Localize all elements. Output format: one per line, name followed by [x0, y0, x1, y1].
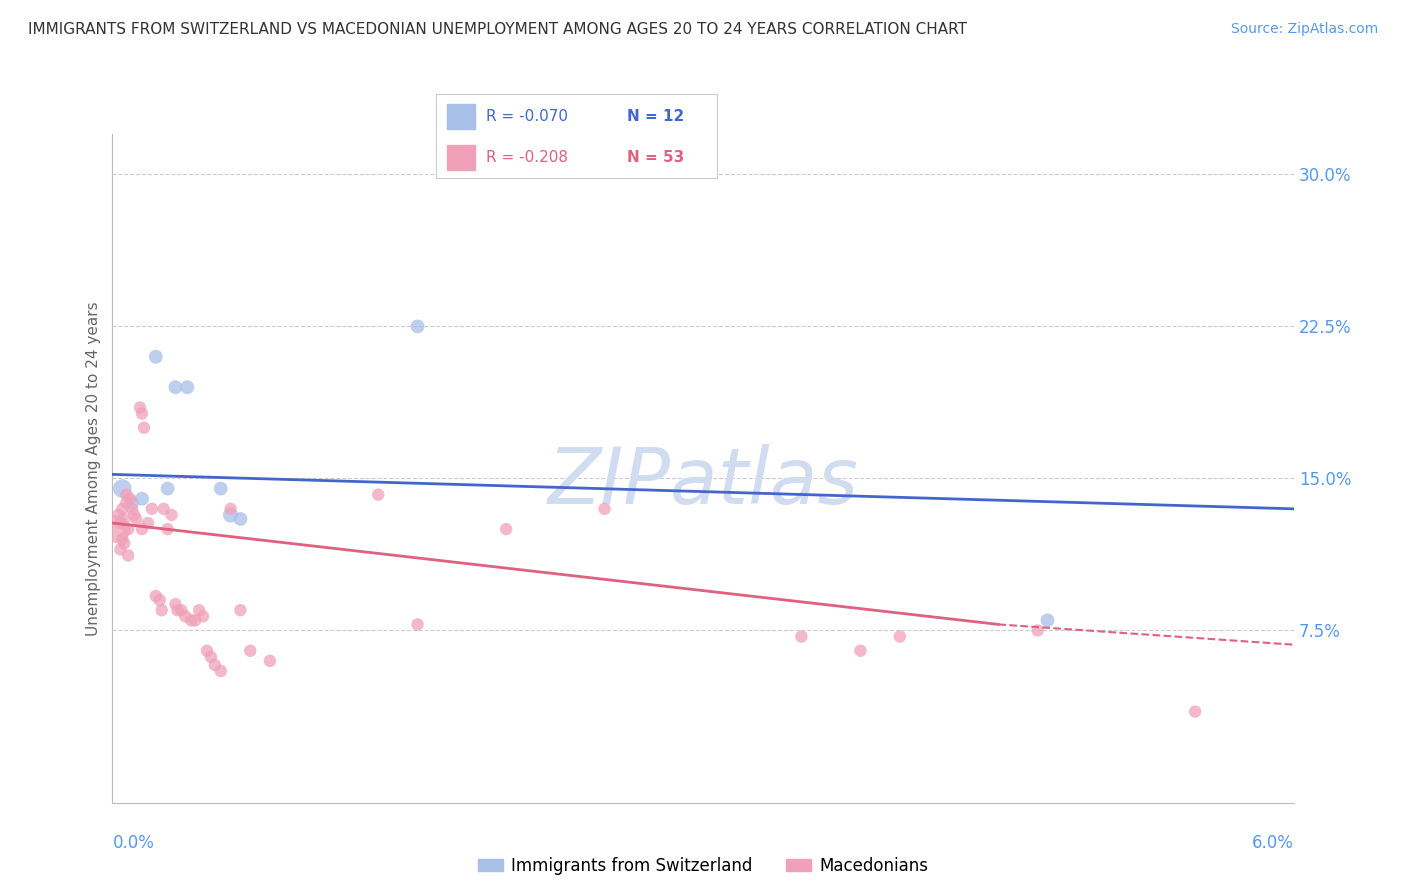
Point	[131, 491, 153, 506]
Point	[174, 609, 197, 624]
Text: IMMIGRANTS FROM SWITZERLAND VS MACEDONIAN UNEMPLOYMENT AMONG AGES 20 TO 24 YEARS: IMMIGRANTS FROM SWITZERLAND VS MACEDONIA…	[28, 22, 967, 37]
Point	[149, 593, 172, 607]
Point	[166, 603, 188, 617]
Point	[152, 501, 174, 516]
Point	[406, 617, 429, 632]
Point	[209, 482, 232, 496]
Point	[165, 380, 187, 394]
Point	[406, 319, 429, 334]
Point	[204, 657, 226, 672]
Point	[195, 644, 218, 658]
Point	[209, 664, 232, 678]
Y-axis label: Unemployment Among Ages 20 to 24 years: Unemployment Among Ages 20 to 24 years	[86, 301, 101, 636]
Text: R = -0.070: R = -0.070	[486, 109, 568, 124]
Point	[219, 508, 242, 522]
Point	[593, 501, 616, 516]
Point	[1026, 624, 1049, 638]
Point	[122, 508, 145, 522]
Point	[131, 407, 153, 421]
Point	[121, 501, 143, 516]
Point	[165, 597, 187, 611]
Point	[110, 516, 132, 530]
Point	[129, 401, 152, 415]
Point	[112, 536, 135, 550]
Point	[790, 630, 813, 644]
Point	[170, 603, 193, 617]
Bar	[447, 145, 475, 169]
Point	[115, 496, 138, 510]
Point	[229, 603, 252, 617]
Point	[112, 512, 135, 526]
Point	[176, 380, 198, 394]
Point	[145, 350, 167, 364]
Point	[121, 496, 143, 510]
Point	[156, 482, 179, 496]
Point	[367, 488, 389, 502]
Point	[259, 654, 281, 668]
Point	[132, 421, 155, 435]
Text: R = -0.208: R = -0.208	[486, 150, 568, 165]
Point	[495, 522, 517, 536]
Point	[115, 488, 138, 502]
Point	[105, 522, 128, 536]
Point	[110, 542, 132, 557]
Point	[136, 516, 159, 530]
Point	[229, 512, 252, 526]
Point	[180, 613, 202, 627]
Point	[131, 522, 153, 536]
Point	[239, 644, 262, 658]
Text: 0.0%: 0.0%	[112, 834, 155, 852]
Point	[156, 522, 179, 536]
Text: Source: ZipAtlas.com: Source: ZipAtlas.com	[1230, 22, 1378, 37]
Point	[200, 649, 222, 664]
Text: N = 53: N = 53	[627, 150, 685, 165]
Text: ZIPatlas: ZIPatlas	[547, 443, 859, 520]
Point	[184, 613, 207, 627]
Point	[1184, 705, 1206, 719]
Text: N = 12: N = 12	[627, 109, 685, 124]
Point	[141, 501, 163, 516]
Bar	[447, 103, 475, 129]
Point	[111, 533, 134, 547]
Point	[1036, 613, 1059, 627]
Point	[107, 508, 129, 522]
Point	[117, 522, 139, 536]
Point	[219, 501, 242, 516]
Point	[160, 508, 183, 522]
Point	[111, 482, 134, 496]
Point	[120, 491, 142, 506]
Point	[125, 512, 148, 526]
Point	[889, 630, 911, 644]
Text: 6.0%: 6.0%	[1251, 834, 1294, 852]
Point	[111, 501, 134, 516]
Point	[145, 589, 167, 603]
Point	[849, 644, 872, 658]
Point	[188, 603, 211, 617]
Point	[191, 609, 214, 624]
Point	[150, 603, 173, 617]
Legend: Immigrants from Switzerland, Macedonians: Immigrants from Switzerland, Macedonians	[471, 850, 935, 881]
Point	[117, 549, 139, 563]
